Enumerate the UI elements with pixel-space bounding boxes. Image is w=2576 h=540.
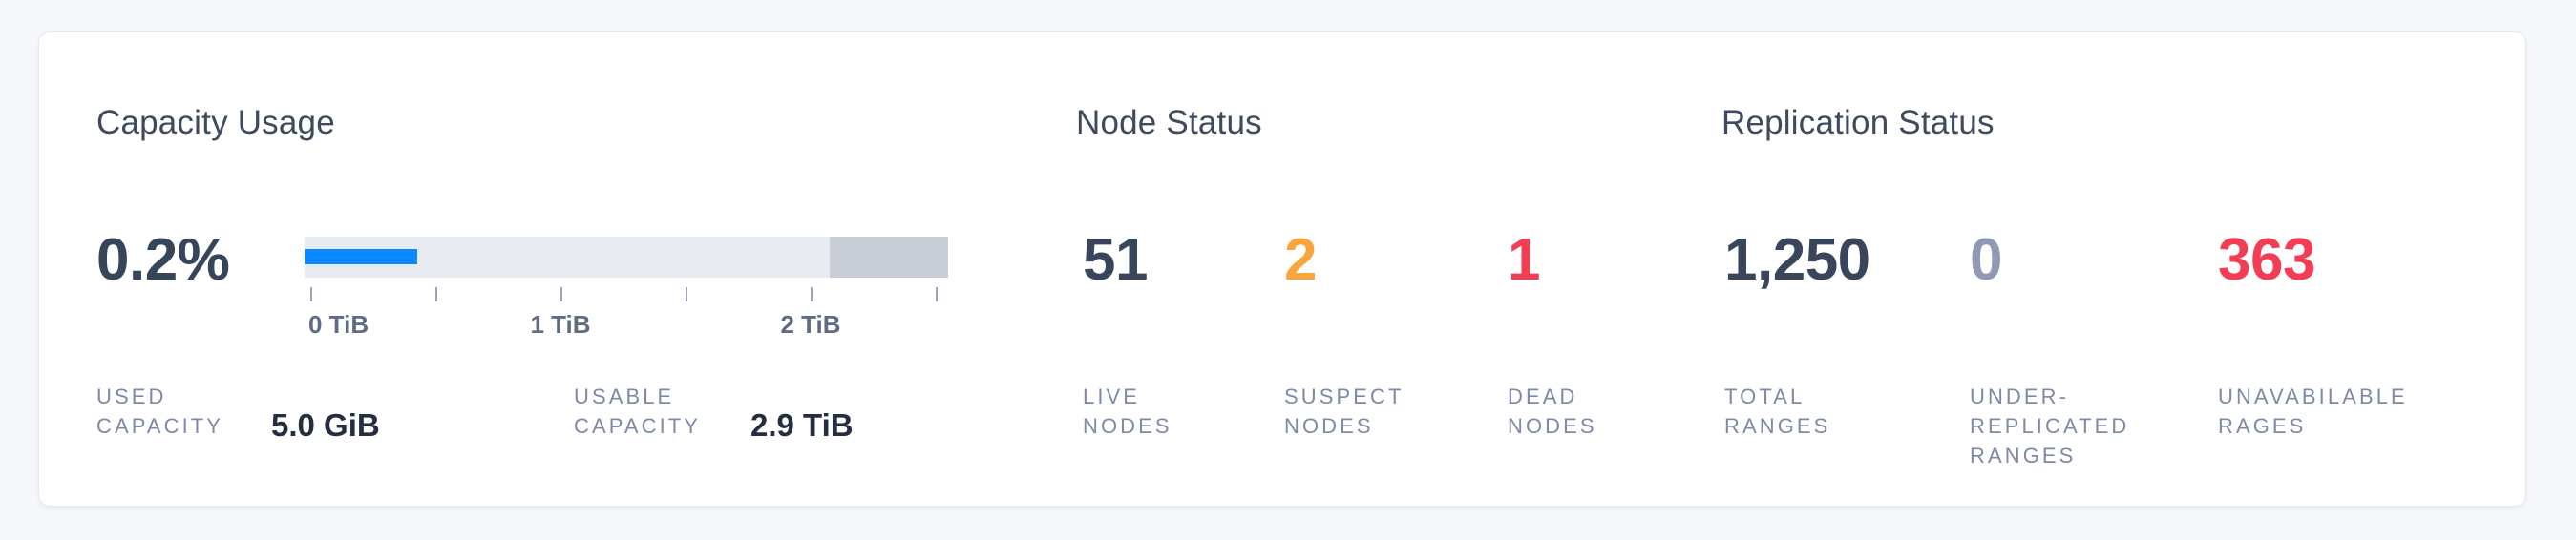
cluster-overview-summary-card: Capacity Usage 0.2% 0 TiB 1 TiB 2 TiB US… xyxy=(38,31,2526,507)
replication-status-title: Replication Status xyxy=(1721,104,1995,141)
used-capacity-label: USED CAPACITY xyxy=(96,384,224,438)
usable-capacity-value: 2.9 TiB xyxy=(750,407,854,443)
unavailable-ranges-value: 363 xyxy=(2218,227,2315,293)
dead-nodes-value: 1 xyxy=(1508,227,1540,293)
axis-tick xyxy=(936,287,938,301)
axis-tick xyxy=(811,287,813,301)
total-ranges-label: TOTAL RANGES xyxy=(1724,384,1831,438)
unavailable-ranges-label: UNAVABILABLE RAGES xyxy=(2218,384,2408,438)
under-replicated-ranges-value: 0 xyxy=(1970,227,2002,293)
dead-nodes-label: DEAD NODES xyxy=(1508,384,1597,438)
axis-tick-label: 0 TiB xyxy=(308,310,370,339)
suspect-nodes-value: 2 xyxy=(1284,227,1317,293)
axis-tick-label: 2 TiB xyxy=(780,310,841,339)
capacity-usage-title: Capacity Usage xyxy=(96,104,335,141)
under-replicated-ranges-label: UNDER- REPLICATED RANGES xyxy=(1970,384,2130,467)
axis-tick xyxy=(686,287,687,301)
live-nodes-value: 51 xyxy=(1083,227,1148,293)
capacity-used-percent: 0.2% xyxy=(96,227,230,293)
live-nodes-label: LIVE NODES xyxy=(1083,384,1172,438)
capacity-bar-axis: 0 TiB 1 TiB 2 TiB xyxy=(305,287,948,363)
used-capacity-value: 5.0 GiB xyxy=(271,407,380,443)
node-status-title: Node Status xyxy=(1076,104,1262,141)
axis-tick-label: 1 TiB xyxy=(530,310,591,339)
total-ranges-value: 1,250 xyxy=(1724,227,1870,293)
axis-tick xyxy=(310,287,312,301)
axis-tick xyxy=(435,287,437,301)
capacity-bar-used-segment xyxy=(305,249,417,264)
capacity-bar-reserved-segment xyxy=(829,237,948,278)
suspect-nodes-label: SUSPECT NODES xyxy=(1284,384,1404,438)
capacity-bar-chart xyxy=(305,237,948,278)
axis-tick xyxy=(560,287,562,301)
usable-capacity-label: USABLE CAPACITY xyxy=(574,384,702,438)
